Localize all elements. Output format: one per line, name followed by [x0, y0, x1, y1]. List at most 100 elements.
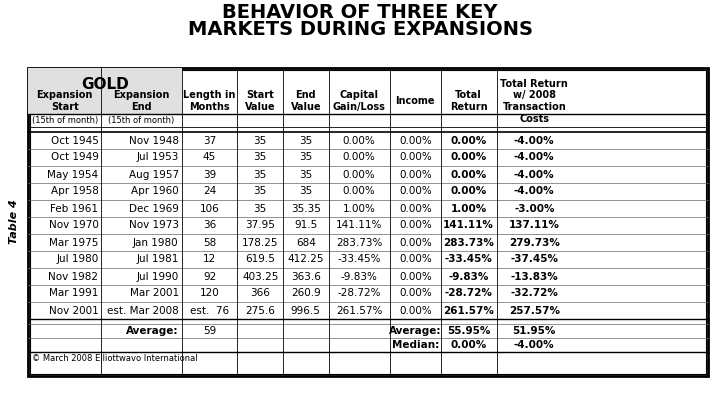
Text: 59: 59 [203, 326, 216, 336]
Text: 45: 45 [203, 152, 216, 162]
Text: 92: 92 [203, 271, 216, 281]
Text: 261.57%: 261.57% [444, 306, 494, 316]
Text: 35.35: 35.35 [291, 203, 320, 213]
Text: GOLD: GOLD [81, 76, 129, 92]
Text: 257.57%: 257.57% [509, 306, 559, 316]
Text: 36: 36 [203, 220, 216, 230]
Text: 35: 35 [253, 135, 267, 146]
Text: 0.00%: 0.00% [399, 289, 431, 298]
Text: Nov 2001: Nov 2001 [49, 306, 99, 316]
Text: 260.9: 260.9 [291, 289, 320, 298]
Text: Total Return
w/ 2008
Transaction
Costs: Total Return w/ 2008 Transaction Costs [500, 79, 568, 123]
Text: 0.00%: 0.00% [399, 203, 431, 213]
Text: Jul 1981: Jul 1981 [136, 254, 179, 265]
Text: 0.00%: 0.00% [451, 135, 487, 146]
Text: -33.45%: -33.45% [445, 254, 492, 265]
Text: 137.11%: 137.11% [509, 220, 559, 230]
Text: End
Value: End Value [290, 90, 321, 112]
Text: Dec 1969: Dec 1969 [129, 203, 179, 213]
Text: Average:: Average: [126, 326, 179, 336]
Text: 0.00%: 0.00% [343, 135, 376, 146]
Text: Jan 1980: Jan 1980 [133, 238, 179, 248]
Text: 35: 35 [253, 152, 267, 162]
Text: 0.00%: 0.00% [399, 152, 431, 162]
Text: -33.45%: -33.45% [338, 254, 381, 265]
Text: -9.83%: -9.83% [341, 271, 377, 281]
Text: est.  76: est. 76 [190, 306, 229, 316]
Text: Length in
Months: Length in Months [184, 90, 235, 112]
Text: -37.45%: -37.45% [510, 254, 558, 265]
Text: 279.73%: 279.73% [509, 238, 559, 248]
Text: -4.00%: -4.00% [514, 340, 554, 350]
Text: 0.00%: 0.00% [399, 271, 431, 281]
Text: 261.57%: 261.57% [336, 306, 382, 316]
Text: 35: 35 [299, 187, 312, 197]
Text: 684: 684 [296, 238, 315, 248]
Text: © March 2008 Elliottwavo International: © March 2008 Elliottwavo International [32, 354, 197, 363]
Text: 0.00%: 0.00% [343, 187, 376, 197]
Text: 412.25: 412.25 [287, 254, 324, 265]
Text: -28.72%: -28.72% [445, 289, 492, 298]
Text: 0.00%: 0.00% [399, 170, 431, 179]
Text: 1.00%: 1.00% [451, 203, 487, 213]
Text: Total
Return: Total Return [450, 90, 487, 112]
Text: 35: 35 [299, 135, 312, 146]
Text: (15th of month): (15th of month) [32, 116, 98, 125]
Text: Mar 1975: Mar 1975 [49, 238, 99, 248]
Text: -3.00%: -3.00% [514, 203, 554, 213]
Text: 619.5: 619.5 [246, 254, 275, 265]
Text: 35: 35 [299, 152, 312, 162]
Text: 0.00%: 0.00% [399, 254, 431, 265]
Text: -4.00%: -4.00% [514, 187, 554, 197]
Text: 0.00%: 0.00% [399, 238, 431, 248]
Text: 0.00%: 0.00% [451, 152, 487, 162]
Text: Table 4: Table 4 [9, 200, 19, 244]
Text: -32.72%: -32.72% [510, 289, 558, 298]
Text: Expansion
Start: Expansion Start [37, 90, 93, 112]
Text: Oct 1945: Oct 1945 [50, 135, 99, 146]
Text: 0.00%: 0.00% [399, 306, 431, 316]
Text: 0.00%: 0.00% [343, 152, 376, 162]
Text: 35: 35 [253, 203, 267, 213]
Text: Jul 1953: Jul 1953 [136, 152, 179, 162]
Bar [28, 68, 181, 114]
Text: MARKETS DURING EXPANSIONS: MARKETS DURING EXPANSIONS [187, 20, 533, 39]
Text: 35: 35 [253, 170, 267, 179]
Text: Feb 1961: Feb 1961 [50, 203, 99, 213]
Text: 55.95%: 55.95% [447, 326, 490, 336]
Bar [28, 68, 708, 376]
Text: 178.25: 178.25 [242, 238, 279, 248]
Text: 283.73%: 283.73% [444, 238, 494, 248]
Text: 0.00%: 0.00% [451, 170, 487, 179]
Text: 24: 24 [203, 187, 216, 197]
Text: Nov 1970: Nov 1970 [48, 220, 99, 230]
Text: May 1954: May 1954 [48, 170, 99, 179]
Text: -4.00%: -4.00% [514, 135, 554, 146]
Text: 58: 58 [203, 238, 216, 248]
Text: Nov 1982: Nov 1982 [48, 271, 99, 281]
Text: 120: 120 [199, 289, 220, 298]
Text: Income: Income [395, 96, 435, 106]
Text: -9.83%: -9.83% [449, 271, 489, 281]
Text: Median:: Median: [392, 340, 439, 350]
Text: 12: 12 [203, 254, 216, 265]
Text: Average:: Average: [389, 326, 441, 336]
Text: 996.5: 996.5 [291, 306, 320, 316]
Text: 106: 106 [199, 203, 220, 213]
Text: Aug 1957: Aug 1957 [129, 170, 179, 179]
Text: Mar 1991: Mar 1991 [49, 289, 99, 298]
Text: 403.25: 403.25 [242, 271, 279, 281]
Text: (15th of month): (15th of month) [109, 116, 175, 125]
Text: 0.00%: 0.00% [451, 340, 487, 350]
Text: -4.00%: -4.00% [514, 152, 554, 162]
Text: Jul 1980: Jul 1980 [56, 254, 99, 265]
Text: 51.95%: 51.95% [513, 326, 556, 336]
Text: Mar 2001: Mar 2001 [130, 289, 179, 298]
Text: 366: 366 [251, 289, 270, 298]
Text: 39: 39 [203, 170, 216, 179]
Text: -4.00%: -4.00% [514, 170, 554, 179]
Text: 37: 37 [203, 135, 216, 146]
Text: 141.11%: 141.11% [336, 220, 382, 230]
Text: 0.00%: 0.00% [399, 135, 431, 146]
Text: 35: 35 [299, 170, 312, 179]
